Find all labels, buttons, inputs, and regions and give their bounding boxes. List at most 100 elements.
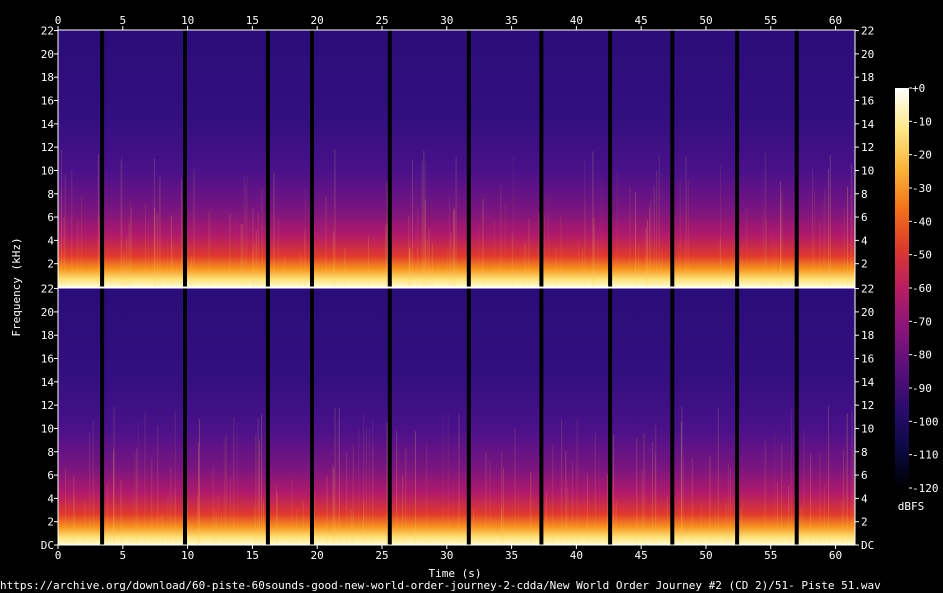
transient-streak — [552, 444, 554, 545]
transient-streak — [841, 500, 843, 545]
transient-streak — [687, 179, 689, 287]
transient-streak — [851, 411, 853, 545]
x-tick-label-top: 30 — [440, 14, 453, 27]
transient-streak — [408, 215, 410, 287]
segment-gap — [310, 288, 314, 545]
transient-streak — [259, 440, 260, 545]
transient-streak — [428, 229, 430, 287]
transient-streak — [151, 458, 153, 545]
y-tick-label-right: 14 — [861, 376, 875, 389]
y-tick-label-left: 6 — [47, 469, 54, 482]
transient-streak — [850, 163, 852, 287]
transient-streak — [333, 468, 335, 545]
segment-gap — [794, 30, 799, 287]
colorbar-tick-label: -50 — [912, 249, 932, 262]
y-tick-label-right: 4 — [861, 492, 868, 505]
transient-streak — [89, 433, 91, 545]
transient-streak — [827, 169, 829, 287]
transient-streak — [196, 494, 198, 545]
transient-streak — [174, 410, 176, 545]
transient-streak — [123, 254, 125, 287]
transient-streak — [555, 247, 557, 287]
transient-streak — [512, 156, 514, 287]
transient-streak — [822, 200, 824, 287]
transient-streak — [397, 445, 399, 545]
segment-gap — [183, 288, 187, 545]
y-tick-label-left: 8 — [47, 188, 54, 201]
transient-streak — [291, 479, 293, 545]
transient-streak — [616, 172, 618, 287]
transient-streak — [303, 501, 305, 545]
transient-streak — [501, 451, 503, 545]
panel-frame — [57, 29, 856, 288]
y-tick-label-right: 2 — [861, 258, 868, 271]
segment-gap — [387, 288, 392, 545]
colorbar-tick-label: -30 — [912, 182, 932, 195]
transient-streak — [363, 500, 364, 545]
transient-streak — [333, 231, 334, 287]
x-tick-label-top: 35 — [505, 14, 518, 27]
transient-streak — [60, 188, 62, 287]
transient-streak — [346, 452, 348, 545]
transient-streak — [261, 189, 263, 287]
colorbar-tick-label: -100 — [912, 415, 939, 428]
transient-streak — [725, 502, 727, 545]
transient-streak — [159, 176, 161, 287]
transient-streak — [681, 406, 683, 545]
transient-streak — [129, 218, 131, 287]
transient-streak — [803, 430, 805, 545]
transient-streak — [385, 514, 387, 545]
segment-gap — [539, 288, 544, 545]
transient-streak — [650, 199, 652, 287]
y-tick-label-left: 16 — [41, 95, 54, 108]
transient-streak — [653, 186, 655, 287]
transient-streak — [587, 474, 588, 545]
transient-streak — [772, 227, 774, 287]
transient-streak — [212, 467, 214, 545]
y-tick-label-right: 22 — [861, 283, 874, 296]
y-tick-label-left: 12 — [41, 399, 54, 412]
colorbar-tick-label: -70 — [912, 315, 932, 328]
transient-streak — [170, 466, 172, 545]
y-tick-label-right: 6 — [861, 211, 868, 224]
transient-streak — [454, 208, 456, 287]
transient-streak — [709, 456, 711, 545]
transient-streak — [691, 458, 693, 545]
transient-streak — [774, 429, 776, 545]
transient-streak — [584, 161, 586, 287]
transient-streak — [455, 157, 457, 287]
panel-frame — [57, 287, 856, 546]
transient-streak — [153, 158, 155, 287]
transient-streak — [217, 493, 219, 545]
colorbar-tick-label: -40 — [912, 215, 932, 228]
y-tick-label-right: 16 — [861, 95, 874, 108]
y-tick-label-left: 14 — [41, 376, 55, 389]
x-tick-label-top: 40 — [570, 14, 583, 27]
transient-streak — [482, 497, 484, 545]
transient-streak — [130, 207, 132, 287]
transient-streak — [781, 191, 783, 287]
transient-streak — [593, 226, 595, 287]
transient-streak — [654, 453, 656, 545]
transient-streak — [198, 442, 200, 545]
transient-streak — [372, 446, 374, 545]
transient-streak — [334, 407, 336, 545]
transient-streak — [450, 231, 452, 287]
transient-streak — [353, 512, 355, 545]
y-tick-label-left: 22 — [41, 25, 54, 38]
transient-streak — [73, 475, 75, 545]
transient-streak — [193, 169, 195, 287]
transient-streak — [304, 230, 306, 287]
segment-gap — [608, 30, 613, 287]
transient-streak — [166, 238, 168, 287]
segment-gap — [539, 30, 544, 287]
transient-streak — [478, 222, 480, 287]
transient-streak — [372, 420, 374, 545]
transient-streak — [635, 192, 636, 287]
transient-streak — [126, 233, 128, 287]
transient-streak — [154, 208, 156, 287]
transient-streak — [128, 223, 130, 287]
segment-gap — [183, 30, 187, 287]
transient-streak — [77, 221, 79, 287]
transient-streak — [411, 159, 413, 287]
